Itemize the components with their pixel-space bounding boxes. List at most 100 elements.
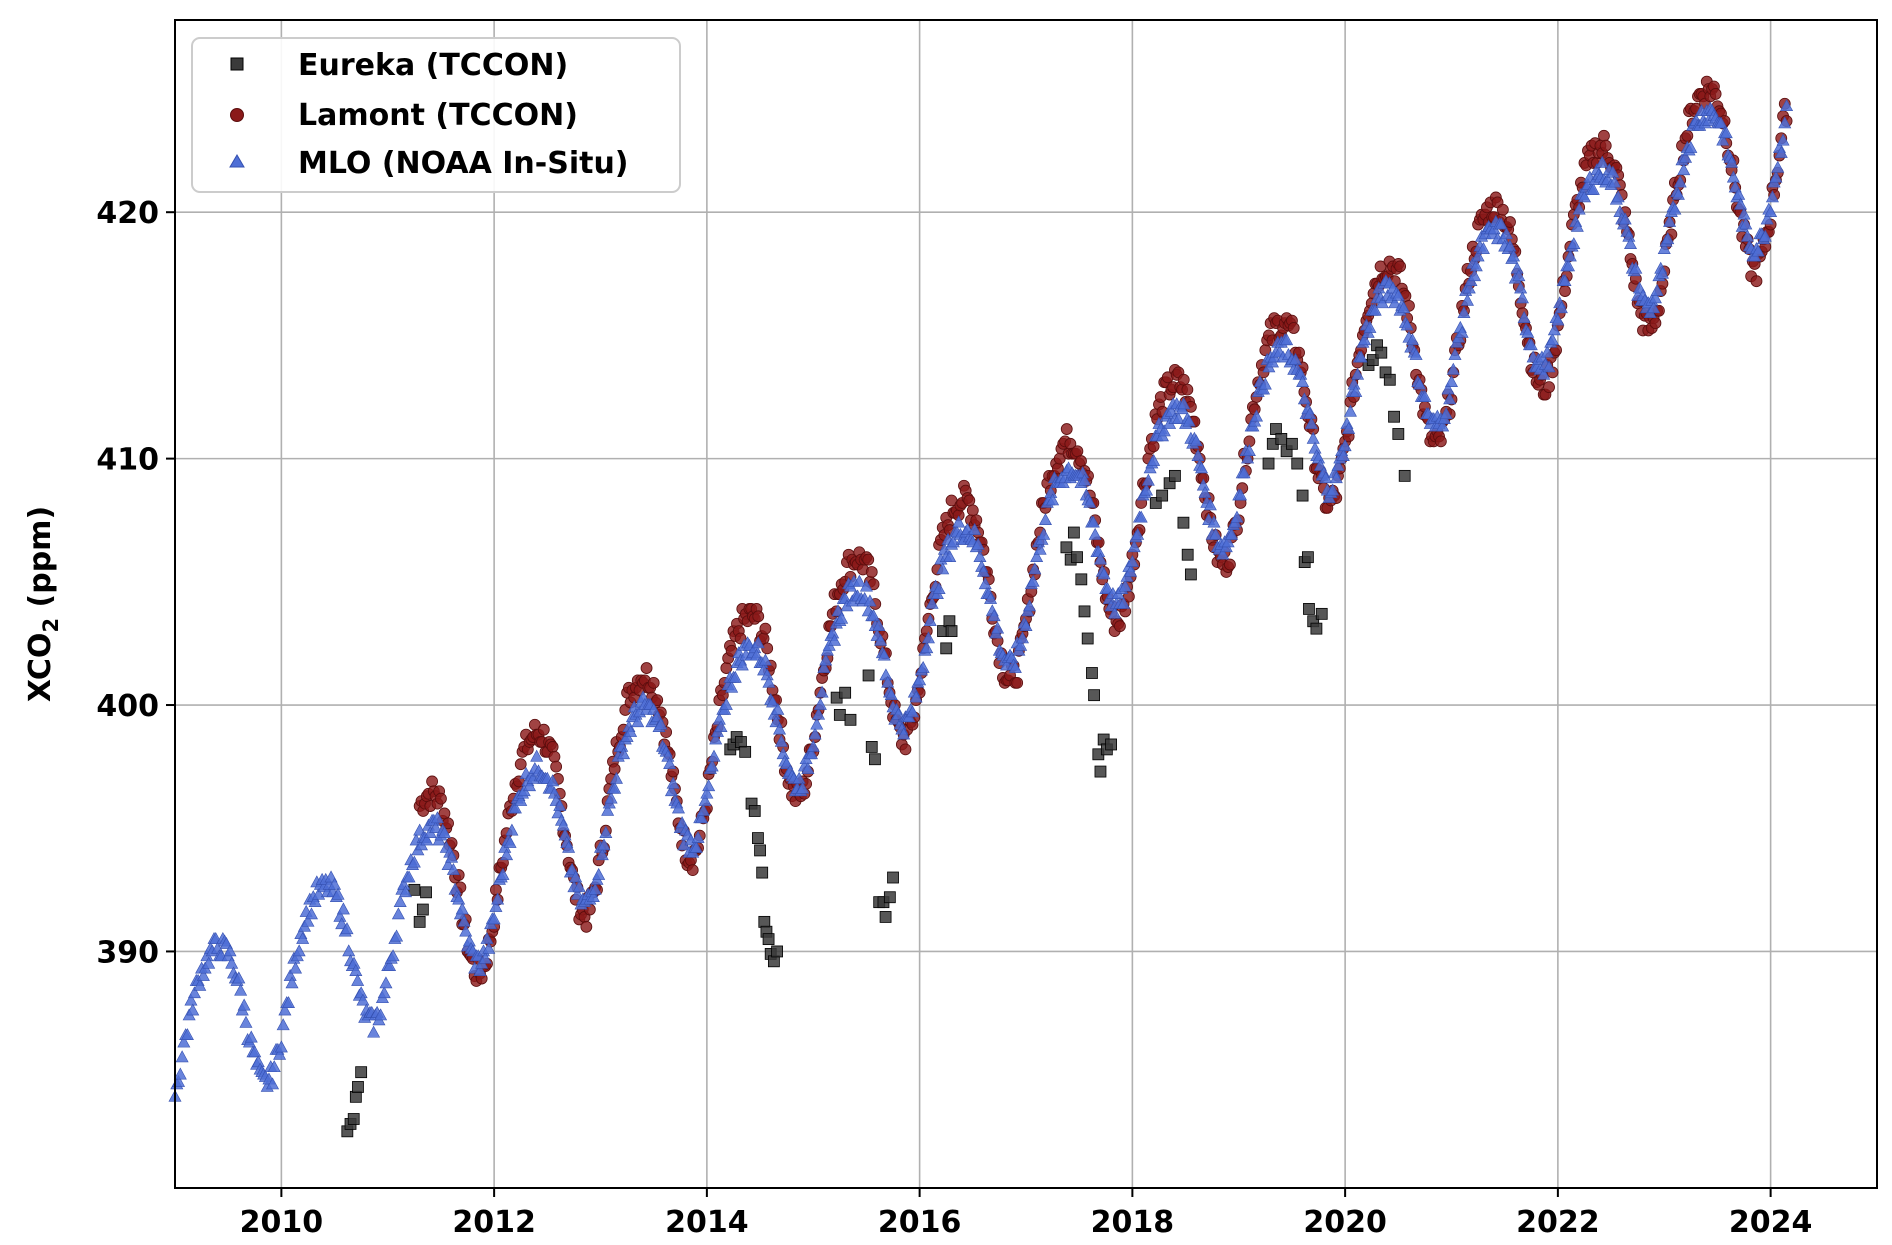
mlo-point bbox=[1083, 495, 1097, 508]
eureka-point bbox=[839, 686, 852, 699]
mlo-point bbox=[1019, 619, 1033, 631]
mlo-point bbox=[872, 619, 886, 631]
mlo-point bbox=[1776, 133, 1790, 146]
mlo-point bbox=[285, 976, 299, 989]
mlo-point bbox=[1237, 466, 1251, 479]
mlo-point bbox=[1679, 150, 1693, 163]
mlo-point bbox=[1606, 165, 1620, 178]
mlo-point bbox=[968, 522, 982, 535]
mlo-point bbox=[881, 675, 895, 688]
lamont-point bbox=[435, 792, 447, 805]
mlo-point bbox=[1209, 527, 1223, 540]
eureka-point bbox=[1270, 423, 1282, 435]
lamont-point bbox=[1177, 373, 1190, 386]
mlo-point bbox=[1349, 384, 1363, 397]
mlo-point bbox=[1547, 323, 1561, 336]
lamont-point bbox=[608, 763, 621, 775]
mlo-point bbox=[232, 971, 246, 984]
lamont-point bbox=[651, 694, 664, 707]
lamont-point bbox=[550, 760, 563, 773]
mlo-point bbox=[1203, 498, 1217, 511]
lamont-point bbox=[1504, 216, 1516, 228]
data-series bbox=[168, 75, 1794, 1138]
mlo-point bbox=[1086, 515, 1100, 528]
mlo-point bbox=[1134, 510, 1148, 523]
mlo-point bbox=[1038, 513, 1052, 526]
eureka-point bbox=[1094, 765, 1107, 778]
mlo-point bbox=[762, 675, 776, 688]
mlo-point bbox=[1629, 261, 1643, 274]
mlo-point bbox=[1008, 660, 1022, 673]
lamont-point bbox=[752, 610, 765, 623]
lamont-point bbox=[761, 642, 774, 655]
mlo-point bbox=[296, 931, 310, 944]
mlo-point bbox=[1097, 567, 1111, 580]
eureka-point bbox=[869, 753, 881, 766]
mlo-point bbox=[1737, 207, 1751, 220]
eureka-point bbox=[879, 911, 892, 923]
mlo-point bbox=[609, 771, 623, 784]
mlo-point bbox=[1124, 564, 1138, 577]
mlo-point bbox=[1514, 281, 1528, 294]
eureka-point bbox=[887, 871, 899, 884]
lamont-point bbox=[1287, 322, 1300, 334]
lamont-point bbox=[647, 676, 660, 689]
mlo-point bbox=[1413, 377, 1427, 390]
mlo-point bbox=[599, 826, 613, 838]
mlo-point bbox=[1546, 333, 1560, 346]
mlo-point bbox=[1563, 249, 1577, 262]
lamont-point bbox=[537, 723, 550, 736]
mlo-point bbox=[664, 784, 678, 797]
mlo-point bbox=[810, 717, 824, 730]
lamont-point bbox=[970, 514, 983, 527]
lamont-point bbox=[1709, 88, 1722, 100]
lamont-point bbox=[1543, 381, 1555, 394]
mlo-point bbox=[735, 658, 749, 671]
lamont-point bbox=[963, 494, 976, 507]
legend-marker-mlo bbox=[229, 154, 245, 168]
mlo-point bbox=[1363, 320, 1377, 333]
legend-label-eureka: Eureka (TCCON) bbox=[298, 48, 568, 83]
mlo-point bbox=[1567, 237, 1581, 250]
mlo-point bbox=[407, 855, 421, 868]
mlo-point bbox=[916, 660, 930, 673]
lamont-point bbox=[514, 758, 527, 771]
mlo-point bbox=[196, 968, 210, 981]
eureka-point bbox=[762, 933, 775, 946]
mlo-point bbox=[457, 914, 471, 927]
mlo-point bbox=[274, 1040, 288, 1053]
mlo-point bbox=[1714, 116, 1728, 129]
eureka-point bbox=[752, 832, 764, 844]
mlo-point bbox=[452, 892, 466, 905]
eureka-point bbox=[865, 741, 878, 753]
mlo-point bbox=[173, 1067, 187, 1080]
mlo-point bbox=[308, 895, 322, 907]
mlo-point bbox=[705, 759, 719, 772]
legend: Eureka (TCCON) Lamont (TCCON) MLO (NOAA … bbox=[191, 37, 681, 193]
mlo-point bbox=[1088, 527, 1102, 540]
series-triangle bbox=[168, 99, 1794, 1102]
mlo-point bbox=[1400, 318, 1414, 331]
lamont-point bbox=[686, 864, 699, 877]
mlo-point bbox=[399, 885, 413, 898]
eureka-point bbox=[756, 866, 769, 879]
mlo-point bbox=[1760, 212, 1774, 225]
eureka-point bbox=[420, 886, 432, 899]
mlo-point bbox=[420, 833, 434, 846]
mlo-point bbox=[429, 821, 443, 834]
mlo-point bbox=[1537, 367, 1551, 380]
mlo-point bbox=[391, 907, 405, 920]
mlo-point bbox=[496, 867, 510, 880]
lamont-point bbox=[1224, 558, 1236, 571]
mlo-point bbox=[1026, 574, 1040, 587]
eureka-point bbox=[1296, 489, 1309, 502]
legend-marker-lamont bbox=[230, 108, 244, 122]
mlo-point bbox=[604, 791, 618, 804]
eureka-point bbox=[1075, 573, 1088, 586]
eureka-point bbox=[1105, 738, 1117, 751]
mlo-point bbox=[971, 537, 985, 550]
mlo-point bbox=[292, 944, 306, 957]
mlo-point bbox=[562, 840, 576, 853]
mlo-point bbox=[1288, 352, 1302, 365]
eureka-point bbox=[748, 805, 761, 817]
